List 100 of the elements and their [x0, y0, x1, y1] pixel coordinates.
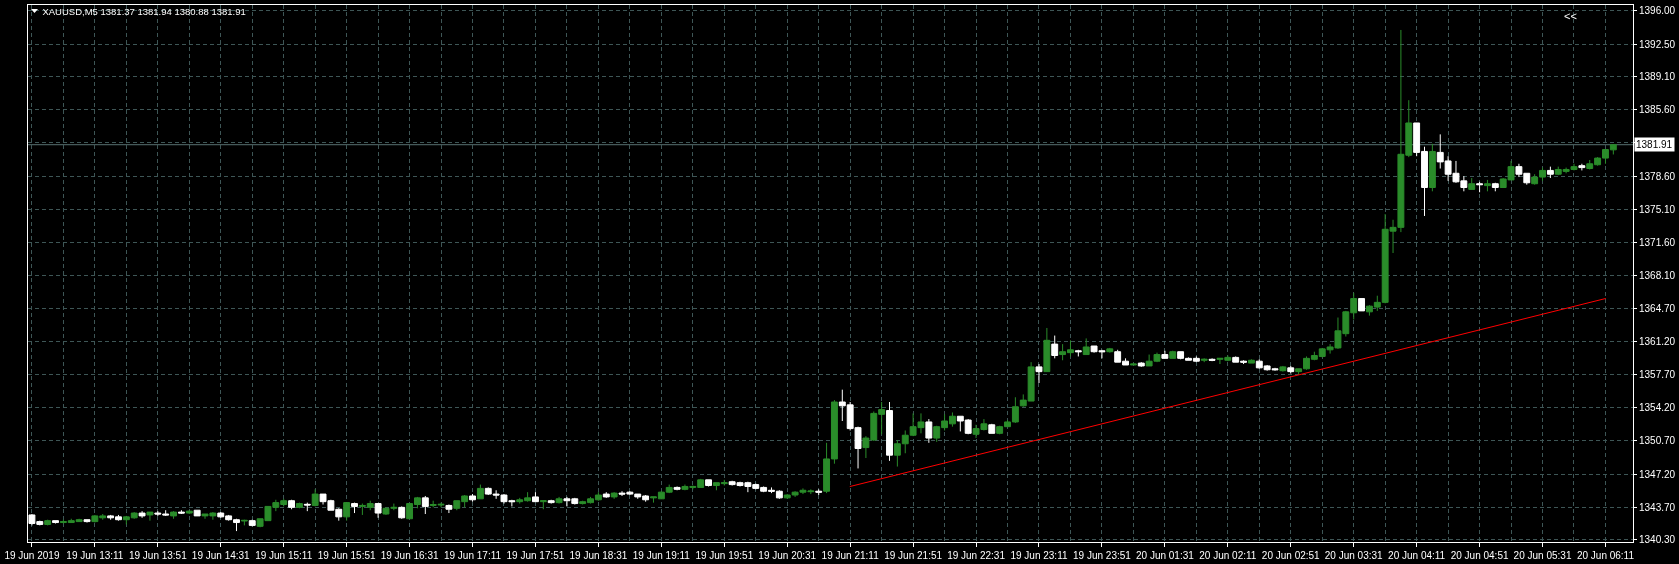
- candlestick: [1074, 349, 1082, 357]
- candlestick: [288, 499, 296, 510]
- candlestick: [1491, 182, 1499, 192]
- candlestick: [1043, 327, 1051, 373]
- y-tick-label: 1389.10: [1639, 70, 1676, 82]
- candlestick: [1051, 335, 1059, 359]
- y-tick-label: 1361.20: [1639, 335, 1676, 347]
- candlestick: [311, 488, 319, 507]
- candlestick: [1468, 177, 1476, 190]
- x-tick-label: 19 Jun 18:31: [569, 550, 628, 561]
- candlestick: [295, 502, 303, 509]
- candlestick: [476, 484, 484, 500]
- x-tick-label: 19 Jun 15:11: [255, 550, 313, 561]
- candlestick: [1161, 350, 1169, 359]
- y-tick-label: 1354.20: [1639, 402, 1676, 414]
- candlestick: [1129, 362, 1137, 366]
- candlestick: [555, 496, 563, 505]
- y-tick-label: 1375.10: [1639, 203, 1676, 215]
- candlestick: [705, 479, 712, 487]
- x-tick-label: 20 Jun 01:31: [1135, 550, 1195, 561]
- y-tick-label: 1371.60: [1639, 237, 1676, 249]
- candlestick: [1578, 163, 1586, 171]
- x-tick-label: 19 Jun 15:51: [317, 550, 376, 561]
- candlestick: [886, 401, 893, 462]
- candlestick: [421, 495, 429, 515]
- y-tick-label: 1364.70: [1639, 302, 1676, 314]
- candlestick: [351, 503, 358, 514]
- candlestick: [1279, 365, 1287, 373]
- candlestick: [1106, 347, 1114, 354]
- chart-title: XAUUSD,M5 1381.37 1381.94 1380.88 1381.91: [42, 5, 246, 17]
- candlestick: [1428, 143, 1436, 192]
- candlestick: [1082, 337, 1090, 356]
- candlestick: [539, 500, 547, 510]
- y-tick-label: 1340.30: [1639, 534, 1676, 546]
- x-tick-label: 19 Jun 21:11: [821, 550, 880, 561]
- y-tick-label: 1357.70: [1639, 368, 1676, 380]
- x-tick-label: 19 Jun 17:51: [506, 550, 565, 561]
- candlestick: [146, 511, 154, 522]
- x-tick-label: 19 Jun 14:31: [191, 550, 251, 561]
- candlestick: [1247, 358, 1255, 364]
- candlestick: [1476, 181, 1484, 193]
- candlestick: [1200, 357, 1208, 363]
- x-tick-label: 19 Jun 13:11: [66, 550, 124, 561]
- x-tick-label: 19 Jun 23:51: [1073, 550, 1132, 561]
- x-tick-label: 20 Jun 04:51: [1450, 550, 1509, 561]
- candlestick: [185, 509, 193, 515]
- candlestick: [1484, 179, 1491, 192]
- annotation: <<: [1564, 10, 1577, 22]
- candlestick: [44, 519, 52, 526]
- y-tick-label: 1343.70: [1639, 501, 1676, 513]
- candlestick: [193, 509, 201, 517]
- y-tick-label: 1392.50: [1639, 38, 1676, 50]
- candlestick: [602, 491, 610, 499]
- x-tick-label: 19 Jun 16:31: [380, 550, 439, 561]
- x-tick-label: 20 Jun 04:11: [1388, 550, 1446, 561]
- candlestick: [248, 519, 256, 527]
- candlestick: [303, 502, 311, 512]
- candlestick: [1208, 357, 1216, 362]
- candlestick: [343, 502, 351, 522]
- y-tick-label: 1385.60: [1639, 104, 1676, 116]
- y-tick-label: 1396.00: [1639, 5, 1676, 17]
- candlestick: [532, 491, 539, 503]
- candlestick: [1358, 298, 1366, 312]
- y-tick-label: 1350.70: [1639, 435, 1676, 447]
- candlestick: [815, 488, 823, 496]
- x-tick-label: 20 Jun 02:11: [1199, 550, 1257, 561]
- candlestick: [398, 505, 406, 520]
- x-tick-label: 19 Jun 20:31: [758, 550, 817, 561]
- candlestick: [547, 499, 555, 505]
- candlestick: [138, 510, 146, 519]
- y-tick-label: 1347.20: [1639, 468, 1676, 480]
- candlestick: [170, 510, 177, 520]
- candlestick: [610, 491, 618, 500]
- x-tick-label: 19 Jun 13:51: [128, 550, 188, 561]
- candlestick: [1287, 365, 1295, 375]
- candlestick: [83, 519, 91, 524]
- x-tick-label: 19 Jun 19:11: [632, 550, 691, 561]
- x-tick-label: 20 Jun 03:31: [1324, 550, 1384, 561]
- candlestick: [240, 519, 248, 526]
- x-tick-label: 20 Jun 02:51: [1261, 550, 1321, 561]
- candlestick: [374, 503, 382, 519]
- x-tick-label: 19 Jun 2019: [4, 550, 60, 561]
- x-tick-label: 20 Jun 05:31: [1513, 550, 1572, 561]
- candlestick: [1137, 361, 1145, 368]
- x-tick-label: 19 Jun 22:31: [947, 550, 1006, 561]
- candlestick: [1169, 350, 1177, 359]
- candlestick: [673, 485, 681, 491]
- candlestick: [925, 418, 933, 444]
- y-tick-label: 1378.60: [1639, 170, 1676, 182]
- x-tick-label: 19 Jun 19:51: [695, 550, 754, 561]
- candlestick: [1546, 166, 1554, 179]
- candlestick: [988, 423, 996, 434]
- ref-line-label: 1381.91: [1636, 139, 1673, 150]
- candlestick: [52, 520, 59, 524]
- x-tick-label: 19 Jun 17:11: [443, 550, 502, 561]
- x-tick-label: 20 Jun 06:11: [1576, 550, 1635, 561]
- x-tick-label: 19 Jun 21:51: [884, 550, 943, 561]
- candlestick: [469, 493, 476, 503]
- x-tick-label: 19 Jun 23:11: [1010, 550, 1068, 561]
- candlestick: [177, 509, 185, 515]
